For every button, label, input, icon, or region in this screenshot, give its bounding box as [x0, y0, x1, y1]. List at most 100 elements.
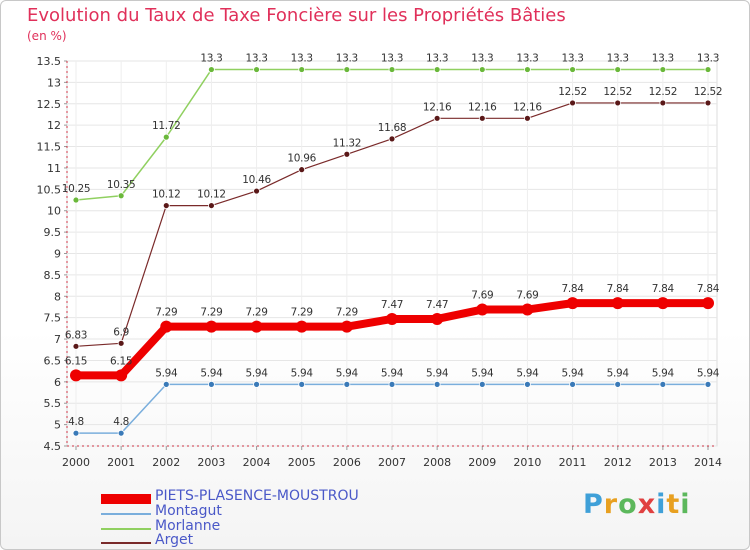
data-label: 13.3: [471, 53, 493, 65]
y-tick-label: 4.5: [44, 440, 62, 453]
data-label: 13.3: [607, 53, 629, 65]
data-point: [72, 342, 80, 350]
logo-letter: i: [680, 489, 691, 520]
chart-title: Evolution du Taux de Taxe Foncière sur l…: [27, 5, 566, 26]
series-layer: [70, 66, 714, 437]
data-point: [253, 380, 260, 388]
data-label: 13.3: [516, 53, 538, 65]
y-tick-label: 7.5: [44, 312, 62, 325]
logo-letter: P: [583, 489, 604, 520]
data-point: [386, 312, 398, 325]
data-label: 12.52: [649, 86, 678, 98]
data-point: [521, 303, 534, 316]
data-label: 11.32: [333, 137, 362, 149]
data-point: [298, 380, 306, 388]
data-point: [478, 380, 486, 388]
y-tick-label: 7: [54, 333, 61, 346]
data-label: 6.15: [110, 355, 132, 367]
data-label: 7.84: [561, 283, 584, 295]
data-point: [162, 133, 170, 141]
data-label: 13.3: [426, 53, 448, 65]
data-label: 13.3: [652, 53, 674, 65]
data-label: 10.96: [287, 153, 316, 165]
data-point: [433, 114, 441, 122]
data-label: 10.46: [242, 174, 271, 186]
data-point: [343, 66, 351, 73]
data-label: 5.94: [607, 367, 630, 379]
legend-label: PIETS-PLASENCE-MOUSTROU: [155, 488, 359, 504]
data-label: 13.3: [336, 53, 358, 65]
data-point: [569, 99, 576, 107]
data-label: 4.8: [68, 416, 84, 428]
x-tick-label: 2014: [694, 456, 722, 469]
series-arget: [72, 99, 712, 350]
data-label: 12.16: [423, 101, 452, 113]
data-point: [208, 202, 215, 209]
data-point: [115, 369, 128, 382]
data-point: [524, 66, 531, 73]
data-point: [478, 66, 486, 73]
data-label: 5.94: [245, 367, 268, 379]
y-tick-label: 11.5: [37, 141, 62, 154]
series-morlanne: [72, 66, 712, 204]
axis-layer: 4.5 5 5.5 6 6.5 7 7.5 8 8.5 9 9.5 10 10.5 11 11.5 12 12.…: [37, 55, 723, 469]
legend-swatch: [101, 494, 151, 504]
y-tick-label: 8: [54, 290, 61, 303]
logo-letter: i: [656, 489, 667, 520]
x-tick-label: 2009: [468, 456, 496, 469]
data-label: 7.29: [245, 307, 267, 319]
x-tick-label: 2005: [288, 456, 316, 469]
data-label: 12.16: [513, 101, 542, 113]
data-label: 12.52: [558, 86, 587, 98]
data-label: 6.9: [113, 326, 129, 338]
legend-label: Arget: [155, 532, 194, 548]
y-tick-label: 9.5: [44, 226, 62, 239]
data-point: [162, 380, 170, 388]
data-label: 6.15: [65, 355, 87, 367]
data-label: 13.3: [697, 53, 719, 65]
data-point: [208, 66, 215, 73]
data-point: [431, 312, 444, 325]
data-label: 5.94: [697, 367, 720, 379]
y-tick-label: 5.5: [44, 397, 62, 410]
data-point: [388, 380, 396, 388]
data-label: 10.12: [152, 189, 181, 201]
proxiti-logo: Proxiti: [583, 489, 691, 520]
data-point: [569, 380, 576, 388]
data-label: 5.94: [652, 367, 675, 379]
x-tick-label: 2006: [333, 456, 361, 469]
data-label: 4.8: [113, 416, 129, 428]
data-label: 13.3: [291, 53, 313, 65]
data-point: [704, 66, 712, 73]
grid-layer: [66, 60, 718, 447]
legend-swatch: [101, 542, 151, 544]
data-point: [614, 380, 622, 388]
data-label: 5.94: [291, 367, 314, 379]
y-tick-label: 9: [54, 248, 61, 261]
data-label: 12.52: [694, 86, 723, 98]
y-tick-label: 12.5: [37, 98, 62, 111]
data-label: 12.52: [603, 86, 632, 98]
legend-swatch: [101, 528, 151, 530]
y-tick-label: 13.5: [37, 55, 62, 68]
y-tick-label: 10.5: [37, 183, 62, 196]
data-point: [614, 66, 622, 73]
data-label: 7.84: [697, 283, 720, 295]
data-point: [433, 66, 441, 73]
x-tick-label: 2013: [649, 456, 677, 469]
y-tick-label: 12: [47, 119, 61, 132]
y-tick-label: 6: [54, 376, 61, 389]
data-label: 5.94: [336, 367, 359, 379]
data-point: [614, 99, 622, 107]
data-label: 7.29: [291, 307, 313, 319]
data-point: [205, 320, 218, 333]
data-point: [253, 187, 260, 195]
x-tick-label: 2003: [197, 456, 225, 469]
logo-letter: r: [603, 489, 619, 520]
data-point: [72, 196, 80, 204]
data-point: [659, 99, 667, 107]
data-point: [250, 320, 263, 333]
data-point: [659, 380, 667, 388]
data-label: 7.69: [471, 290, 493, 302]
